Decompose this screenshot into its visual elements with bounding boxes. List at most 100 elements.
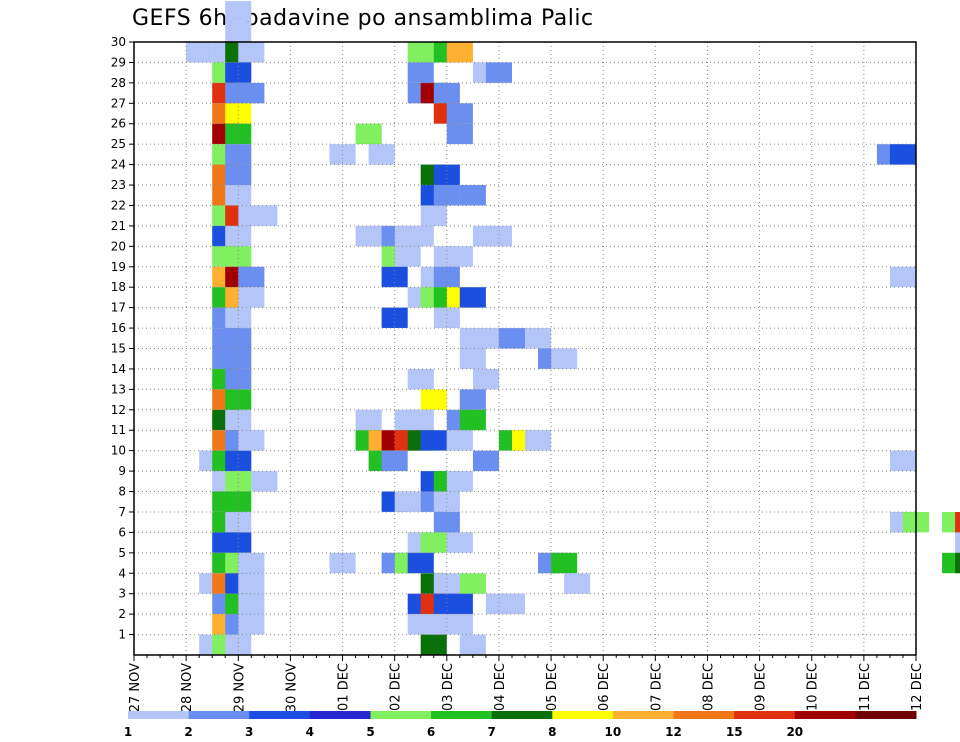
- heatmap-cell: [420, 634, 447, 655]
- heatmap-cell: [238, 266, 265, 288]
- heatmap-cell: [420, 205, 447, 226]
- y-tick-label: 19: [111, 260, 126, 274]
- heatmap-cell: [225, 246, 252, 267]
- colorbar-label: 5: [366, 725, 374, 739]
- heatmap-cell: [955, 512, 960, 533]
- heatmap-cell: [238, 552, 265, 574]
- y-tick-label: 11: [111, 423, 126, 437]
- heatmap-cell: [251, 471, 278, 492]
- heatmap-cell: [407, 225, 434, 247]
- heatmap-cell: [420, 532, 447, 553]
- heatmap-cell: [238, 614, 265, 635]
- y-tick-label: 22: [111, 198, 126, 212]
- x-tick-label: 27 NOV: [128, 663, 143, 712]
- heatmap-cell: [225, 409, 252, 431]
- colorbar-segment: [188, 711, 250, 719]
- x-tick-label: 07 DEC: [649, 663, 664, 711]
- heatmap-cell: [446, 532, 473, 553]
- heatmap-cell: [225, 185, 252, 206]
- heatmap-cell: [525, 328, 552, 349]
- colorbar-segment: [673, 711, 735, 719]
- x-tick-label: 06 DEC: [597, 663, 612, 711]
- y-tick-label: 12: [111, 403, 126, 417]
- y-tick-label: 30: [111, 35, 126, 49]
- heatmap-cell: [407, 368, 434, 390]
- heatmap-cell: [459, 348, 486, 369]
- heatmap-cell: [381, 307, 408, 328]
- x-tick-label: 09 DEC: [754, 663, 769, 711]
- y-tick-label: 20: [111, 239, 126, 253]
- y-tick-label: 3: [118, 587, 126, 601]
- heatmap-cell: [498, 593, 525, 615]
- heatmap-cell: [238, 82, 265, 104]
- heatmap-cell: [889, 144, 916, 165]
- x-tick-label: 29 NOV: [232, 663, 247, 712]
- colorbar-label: 20: [786, 725, 803, 739]
- heatmap-cell: [433, 491, 460, 512]
- heatmap-cell: [472, 368, 499, 390]
- heatmap-cell: [459, 389, 486, 410]
- colorbar-label: 6: [427, 725, 435, 739]
- heatmap-cell: [225, 307, 252, 328]
- heatmap-cell: [394, 246, 421, 267]
- heatmap-cell: [225, 62, 252, 83]
- y-tick-label: 13: [111, 382, 126, 396]
- y-tick-label: 9: [118, 464, 126, 478]
- y-tick-label: 17: [111, 301, 126, 315]
- heatmap-cell: [446, 42, 473, 63]
- heatmap-cell: [446, 246, 473, 267]
- heatmap-cell: [498, 328, 525, 349]
- x-tick-label: 01 DEC: [337, 663, 352, 711]
- heatmap-cell: [485, 225, 512, 247]
- heatmap-cell: [394, 491, 421, 512]
- colorbar-label: 8: [548, 725, 556, 739]
- x-tick-label: 12 DEC: [910, 663, 925, 711]
- colorbar-label: 7: [488, 725, 496, 739]
- heatmap-cell: [238, 430, 265, 451]
- heatmap-cell: [889, 450, 916, 472]
- y-tick-label: 8: [118, 485, 126, 499]
- colorbar-label: 3: [245, 725, 253, 739]
- heatmap-cell: [407, 552, 434, 574]
- y-tick-label: 15: [111, 342, 126, 356]
- y-tick-label: 6: [118, 525, 126, 539]
- heatmap-cell: [889, 266, 916, 288]
- heatmap-cell: [225, 389, 252, 410]
- colorbar-segment: [612, 711, 674, 719]
- colorbar-segment: [734, 711, 796, 719]
- colorbar-segment: [491, 711, 553, 719]
- heatmap-cell: [459, 634, 486, 655]
- heatmap-cell: [485, 62, 512, 83]
- x-tick-label: 05 DEC: [545, 663, 560, 711]
- heatmap-cell: [955, 552, 960, 574]
- heatmap-cell: [446, 471, 473, 492]
- heatmap-cell: [955, 532, 960, 553]
- heatmap-cell: [225, 225, 252, 247]
- chart-title: GEFS 6hr padavine po ansamblima Palic: [132, 6, 594, 31]
- y-tick-label: 18: [111, 280, 126, 294]
- y-tick-label: 21: [111, 219, 126, 233]
- y-tick-label: 23: [111, 178, 126, 192]
- y-tick-label: 7: [118, 505, 126, 519]
- heatmap-cell: [433, 266, 460, 288]
- heatmap-cell: [433, 307, 460, 328]
- x-tick-label: 30 NOV: [284, 663, 299, 712]
- heatmap-cell: [225, 634, 252, 655]
- heatmap-cell: [186, 42, 213, 63]
- heatmap-cell: [355, 409, 382, 431]
- heatmap-cell: [407, 409, 434, 431]
- colorbar-label: 10: [605, 725, 622, 739]
- y-tick-label: 27: [111, 96, 126, 110]
- y-tick-label: 10: [111, 444, 126, 458]
- heatmap-cell: [381, 450, 408, 472]
- x-tick-label: 28 NOV: [180, 663, 195, 712]
- colorbar-segment: [370, 711, 432, 719]
- x-tick-label: 03 DEC: [441, 663, 456, 711]
- colorbar-segment: [552, 711, 614, 719]
- heatmap-cell: [238, 287, 265, 308]
- heatmap-cell: [564, 573, 591, 594]
- heatmap-cell: [459, 573, 486, 594]
- heatmap-cell: [446, 430, 473, 451]
- heatmap-cell: [238, 42, 265, 63]
